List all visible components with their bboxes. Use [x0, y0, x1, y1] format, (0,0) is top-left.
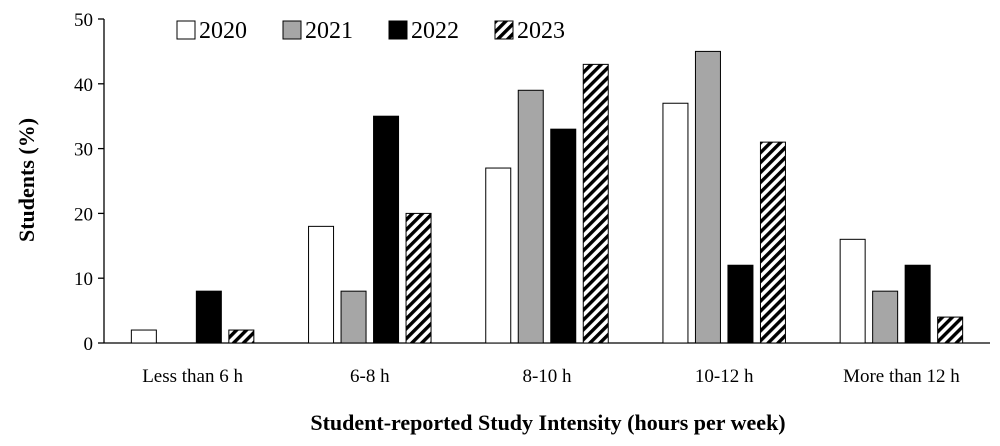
y-axis-title: Students (%)	[14, 118, 39, 242]
bar-2022	[550, 128, 577, 344]
legend-label-2023: 2023	[517, 18, 565, 44]
y-axis: 0 10 20 30 40 50	[74, 10, 105, 355]
bar-2021	[517, 89, 544, 344]
legend-label-2021: 2021	[305, 18, 353, 44]
bar-2022	[373, 115, 400, 344]
bar-2023	[228, 329, 255, 344]
bar-2020	[839, 238, 866, 344]
legend-label-2020: 2020	[199, 18, 247, 44]
bar-2020	[662, 102, 689, 344]
bar-2021	[694, 50, 721, 344]
bar-2023	[582, 63, 609, 344]
x-axis-title: Student-reported Study Intensity (hours …	[310, 410, 785, 435]
x-axis: Less than 6 h 6-8 h 8-10 h 10-12 h More than…	[104, 342, 990, 387]
bar-2022	[195, 290, 222, 344]
bar-2020	[308, 225, 335, 344]
legend-label-2022: 2022	[411, 18, 459, 44]
x-tick-label: Less than 6 h	[142, 366, 243, 387]
bar-2021	[340, 290, 367, 344]
x-tick-label: More than 12 h	[843, 366, 960, 387]
x-tick-label: 10-12 h	[695, 366, 754, 387]
y-tick-label: 0	[84, 334, 94, 355]
legend-swatch-2021	[282, 20, 302, 40]
bar-2023	[937, 316, 964, 344]
bar-2023	[405, 212, 432, 344]
legend-swatch-2022	[388, 20, 408, 40]
bar-2022	[904, 264, 931, 344]
bar-2020	[130, 329, 157, 344]
bar-2023	[759, 141, 786, 344]
y-tick-label: 10	[74, 269, 93, 290]
bars	[130, 50, 964, 344]
bar-2020	[485, 167, 512, 344]
y-tick-label: 40	[74, 75, 93, 96]
y-tick-label: 20	[74, 204, 93, 225]
x-tick-label: 8-10 h	[522, 366, 572, 387]
x-tick-label: 6-8 h	[350, 366, 390, 387]
y-tick-label: 30	[74, 140, 93, 161]
legend: 2020 2021 2022 2023	[176, 18, 565, 44]
bar-2021	[872, 290, 899, 344]
bar-2022	[727, 264, 754, 344]
legend-swatch-2023	[494, 20, 514, 40]
legend-swatch-2020	[176, 20, 196, 40]
y-tick-label: 50	[74, 10, 93, 31]
